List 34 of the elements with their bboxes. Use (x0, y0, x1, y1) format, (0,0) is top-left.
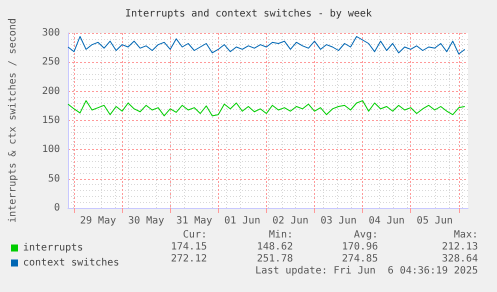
x-tick-label: 02 Jun (272, 216, 309, 226)
text: Cur: (182, 230, 207, 240)
text: 148.62 (256, 242, 293, 252)
y-tick-label: 50 (48, 173, 60, 184)
text: 212.13 (442, 242, 478, 252)
text: Max: (454, 230, 478, 240)
text: Avg: (354, 230, 378, 240)
y-tick-label: 100 (42, 144, 60, 156)
text: 170.96 (342, 242, 378, 252)
y-tick-label: 150 (42, 115, 60, 126)
text: 272.12 (170, 254, 207, 264)
text: 174.15 (170, 242, 207, 252)
legend-label: interrupts (23, 242, 84, 254)
y-tick-label: 300 (42, 28, 60, 38)
y-tick-label: 0 (54, 202, 60, 214)
text: 274.85 (342, 254, 378, 264)
text: 251.78 (256, 254, 293, 264)
x-tick-label: 05 Jun (416, 216, 453, 226)
x-tick-label: 01 Jun (224, 216, 260, 226)
chart-title: Interrupts and context switches - by week (125, 8, 372, 20)
text: Min: (268, 230, 293, 240)
x-tick-label: 30 May (128, 216, 164, 226)
y-tick-label: 250 (42, 56, 60, 68)
x-tick-label: 03 Jun (320, 216, 357, 226)
line-series (68, 100, 466, 116)
text: 328.64 (442, 254, 478, 264)
legend-label: context switches (23, 258, 120, 268)
line-series (68, 36, 466, 54)
x-tick-label: 04 Jun (368, 216, 405, 226)
y-axis-title: interrupts & ctx switches / second (8, 18, 18, 223)
x-tick-label: 29 May (80, 216, 116, 226)
x-tick-label: 31 May (176, 216, 212, 226)
text: Last update: Fri Jun 6 04:36:19 2025 (255, 266, 478, 276)
y-tick-label: 200 (42, 86, 60, 97)
